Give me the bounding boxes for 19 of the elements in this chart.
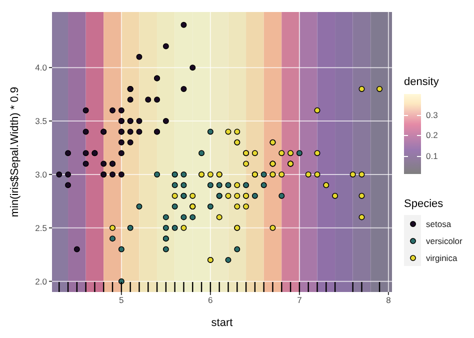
y-tick-label: 2.0 xyxy=(35,276,48,286)
legend-label: virginica xyxy=(426,252,458,262)
x-tick-label: 8 xyxy=(386,295,392,306)
x-tick-label: 7 xyxy=(297,295,302,306)
color-bar-label: 0.2 xyxy=(426,129,438,142)
x-axis-title: start xyxy=(211,317,233,329)
y-tick-label: 4.0 xyxy=(35,62,48,73)
y-tick-label: 3.5 xyxy=(35,116,48,126)
legend-title: Species xyxy=(404,198,444,210)
y-tick-label: 3.0 xyxy=(35,169,48,180)
y-axis-title: min(iris$Sepal.Width) * 0.9 xyxy=(8,86,21,218)
color-bar-label: 0.3 xyxy=(426,108,438,120)
color-bar-title: density xyxy=(404,76,440,88)
color-bar-label: 0.1 xyxy=(426,150,438,162)
legend-label: setosa xyxy=(426,218,452,228)
x-tick-label: 6 xyxy=(208,295,214,306)
x-tick-label: 5 xyxy=(119,295,124,306)
legend-label: versicolor xyxy=(426,236,462,246)
y-tick-label: 2.5 xyxy=(35,222,48,233)
